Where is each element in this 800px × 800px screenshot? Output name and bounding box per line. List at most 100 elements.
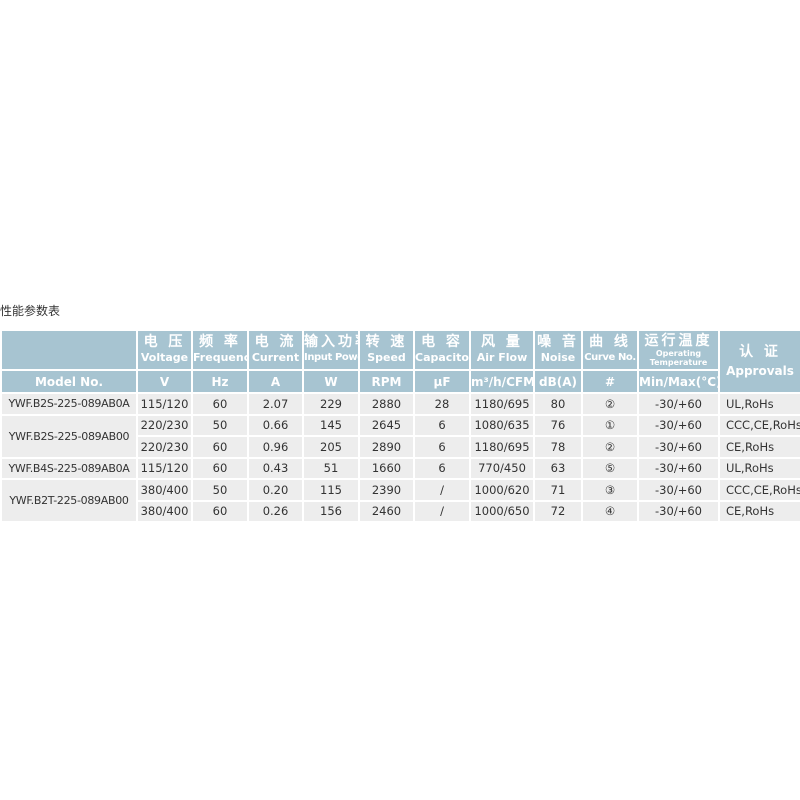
table-cell: 1180/695: [469, 392, 535, 416]
table-cell: 770/450: [469, 456, 535, 480]
table-cell: CE,RoHs: [718, 435, 800, 459]
table-cell: 6: [413, 435, 471, 459]
table-cell: ②: [581, 435, 639, 459]
table-cell: 2.07: [247, 392, 304, 416]
header-cn: 风 量: [481, 334, 523, 350]
table-cell: 78: [533, 435, 583, 459]
table-cell: 60: [191, 499, 249, 523]
header-unit: RPM: [358, 369, 415, 394]
table-cell: 205: [302, 435, 360, 459]
header-unit: A: [247, 369, 304, 394]
table-cell: 71: [533, 478, 583, 502]
header-en: Air Flow: [476, 351, 528, 364]
header-cn: 运行温度: [644, 332, 713, 349]
header-unit: V: [136, 369, 193, 394]
header-model-no: Model No.: [0, 369, 138, 394]
table-cell: 115: [302, 478, 360, 502]
header-cn: 电 容: [421, 334, 463, 350]
table-cell: 51: [302, 456, 360, 480]
table-cell: /: [413, 478, 471, 502]
table-cell: 0.26: [247, 499, 304, 523]
table-cell: 0.43: [247, 456, 304, 480]
table-cell: -30/+60: [637, 413, 720, 437]
header-4: 转 速 Speed: [358, 329, 415, 371]
header-cn: 转 速: [365, 334, 408, 350]
table-cell: 2890: [358, 435, 415, 459]
header-1: 频 率Frequency: [191, 329, 249, 371]
table-cell: 1000/650: [469, 499, 535, 523]
table-cell: 6: [413, 456, 471, 480]
table-cell: 1000/620: [469, 478, 535, 502]
table-cell: 28: [413, 392, 471, 416]
table-cell: -30/+60: [637, 456, 720, 480]
header-unit: Min/Max(°C): [637, 369, 720, 394]
header-7: 噪 音 Noise: [533, 329, 583, 371]
table-cell: ⑤: [581, 456, 639, 480]
header-cn: 曲 线: [589, 334, 631, 350]
table-cell: 156: [302, 499, 360, 523]
table-cell: ④: [581, 499, 639, 523]
table-cell: 115/120: [136, 392, 193, 416]
header-en: Curve No.: [584, 352, 636, 363]
table-cell: 1180/695: [469, 435, 535, 459]
table-cell: -30/+60: [637, 478, 720, 502]
header-approvals: 认 证 Approvals: [718, 329, 800, 394]
table-row: YWF.B2S-225-089AB00 220/230 50 0.66 145 2645 6…: [0, 413, 800, 459]
header-8: 曲 线 Curve No.: [581, 329, 639, 371]
header-cn: 认 证: [739, 343, 781, 360]
model-cell: YWF.B2S-225-089AB00: [0, 413, 138, 459]
header-9: 运行温度 Operating Temperature: [637, 329, 720, 371]
header-en: Capacitor: [415, 351, 470, 364]
header-0: 电 压 Voltage: [136, 329, 193, 371]
table-cell: 76: [533, 413, 583, 437]
table-cell: UL,RoHs: [718, 392, 800, 416]
header-unit: #: [581, 369, 639, 394]
table-cell: UL,RoHs: [718, 456, 800, 480]
table-cell: ②: [581, 392, 639, 416]
header-unit: Hz: [191, 369, 249, 394]
table-cell: 0.96: [247, 435, 304, 459]
header-cn: 电 压: [143, 334, 186, 350]
header-6: 风 量 Air Flow: [469, 329, 535, 371]
table-cell: 0.20: [247, 478, 304, 502]
header-unit: W: [302, 369, 360, 394]
table-cell: 2880: [358, 392, 415, 416]
header-unit: m³/h/CFM: [469, 369, 535, 394]
table-cell: 229: [302, 392, 360, 416]
header-cn: 电 流: [254, 334, 297, 350]
table-cell: 1080/635: [469, 413, 535, 437]
table-cell: 380/400: [136, 499, 193, 523]
table-cell: 220/230: [136, 413, 193, 437]
table-cell: ③: [581, 478, 639, 502]
table-cell: 0.66: [247, 413, 304, 437]
model-cell: YWF.B2T-225-089AB00: [0, 478, 138, 523]
header-en: Operating Temperature: [649, 348, 708, 367]
header-en: Voltage: [140, 351, 189, 364]
table-cell: -30/+60: [637, 392, 720, 416]
table-cell: 145: [302, 413, 360, 437]
table-cell: 50: [191, 413, 249, 437]
table-cell: 2390: [358, 478, 415, 502]
table-cell: 115/120: [136, 456, 193, 480]
table-cell: 63: [533, 456, 583, 480]
header-3: 输入功率 Input Power: [302, 329, 360, 371]
header-cn: 输入功率: [304, 334, 357, 350]
table-cell: CCC,CE,RoHs: [718, 478, 800, 502]
table-cell: 2460: [358, 499, 415, 523]
table-cell: CCC,CE,RoHs: [718, 413, 800, 437]
header-2: 电 流 Current: [247, 329, 304, 371]
table-cell: 60: [191, 456, 249, 480]
table-cell: -30/+60: [637, 499, 720, 523]
header-en: Speed: [367, 351, 406, 364]
header-en: Approvals: [726, 363, 794, 378]
header-cn: 频 率: [199, 334, 241, 350]
table-row: 380/400 60 0.26 156 2460/1000/650 72 ④ -30/+60 C…: [1, 499, 800, 523]
table-cell: 60: [191, 392, 249, 416]
table-cell: 72: [533, 499, 583, 523]
table-cell: 1660: [358, 456, 415, 480]
header-unit: µF: [413, 369, 471, 394]
table-cell: 60: [191, 435, 249, 459]
table-cell: 6: [413, 413, 471, 437]
header-5: 电 容 Capacitor: [413, 329, 471, 371]
